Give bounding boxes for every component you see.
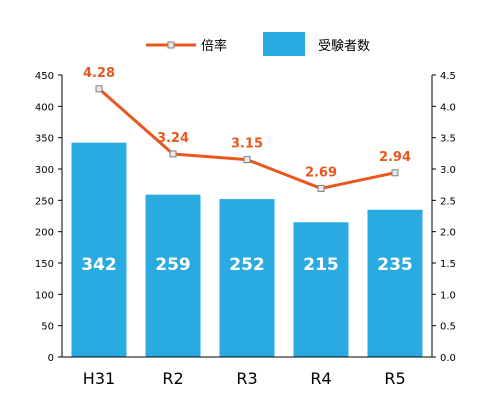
x-axis-category-label: R3 (236, 369, 257, 388)
left-axis-tick-label: 50 (41, 322, 54, 333)
bar (293, 222, 349, 357)
bar-data-label: 259 (155, 255, 191, 275)
bar (145, 194, 201, 357)
right-axis-tick-label: 4.0 (440, 102, 456, 113)
bar-data-label: 215 (303, 255, 339, 275)
bar-data-label: 342 (81, 255, 117, 275)
bar (367, 209, 423, 357)
legend-bar-swatch (263, 32, 305, 56)
right-axis-tick-label: 3.5 (440, 134, 456, 145)
bar (71, 142, 127, 357)
left-axis-tick-label: 350 (35, 134, 54, 145)
x-axis: H31 R2 R3 R4 R5 (62, 356, 432, 388)
line-point-marker (95, 85, 103, 93)
line-data-label: 2.94 (379, 150, 411, 165)
right-axis-tick-label: 0.5 (440, 322, 456, 333)
left-axis-tick-label: 250 (35, 196, 54, 207)
bar-series (71, 142, 423, 357)
line-point-marker (243, 156, 251, 164)
right-axis: 0.0 0.5 1.0 1.5 2.0 2.5 3.0 3.5 4.0 4.5 (431, 71, 456, 364)
left-axis-tick-label: 450 (35, 71, 54, 82)
right-axis-tick-label: 4.5 (440, 71, 456, 82)
right-axis-tick-label: 0.0 (440, 353, 456, 364)
right-axis-tick-label: 1.5 (440, 259, 456, 270)
bar-data-labels: 342 259 252 215 235 (81, 255, 413, 275)
legend-line-marker (167, 41, 175, 49)
legend-line-label: 倍率 (201, 38, 227, 54)
line-series (95, 85, 399, 192)
line-data-label: 4.28 (83, 66, 115, 81)
line-point-marker (391, 169, 399, 177)
x-axis-category-label: R5 (384, 369, 405, 388)
right-axis-tick-label: 2.5 (440, 196, 456, 207)
line-point-marker (317, 184, 325, 192)
line-data-labels: 4.28 3.24 3.15 2.69 2.94 (83, 66, 411, 181)
left-axis-tick-label: 0 (48, 353, 54, 364)
x-axis-category-label: R4 (310, 369, 331, 388)
bar-data-label: 252 (229, 255, 265, 275)
legend-bar-label: 受験者数 (318, 39, 370, 54)
right-axis-tick-label: 2.0 (440, 228, 456, 239)
right-axis-tick-label: 1.0 (440, 290, 456, 301)
x-axis-category-label: H31 (83, 369, 115, 388)
line-data-label: 2.69 (305, 165, 337, 180)
line-data-label: 3.24 (157, 131, 189, 146)
bar (219, 199, 275, 357)
line-point-marker (169, 150, 177, 158)
left-axis: 0 50 100 150 200 250 300 350 400 450 (35, 71, 63, 364)
right-axis-tick-label: 3.0 (440, 165, 456, 176)
line-data-label: 3.15 (231, 137, 263, 152)
left-axis-tick-label: 300 (35, 165, 54, 176)
left-axis-tick-label: 400 (35, 102, 54, 113)
x-axis-category-label: R2 (162, 369, 183, 388)
left-axis-tick-label: 100 (35, 290, 54, 301)
left-axis-tick-label: 200 (35, 228, 54, 239)
bar-data-label: 235 (377, 255, 413, 275)
left-axis-tick-label: 150 (35, 259, 54, 270)
legend: 倍率 受験者数 (146, 32, 370, 56)
